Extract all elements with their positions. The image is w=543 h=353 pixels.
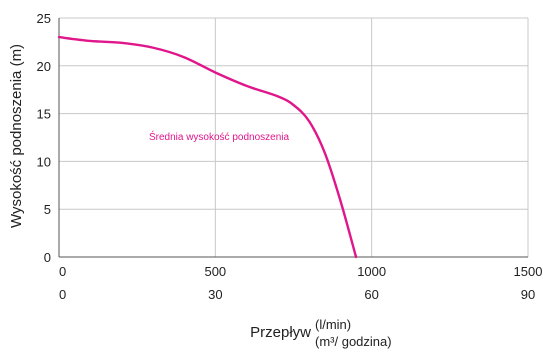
- x-tick-labels-lmin: 0 500 1000 1500: [59, 264, 542, 279]
- x-axis-label: Przepływ: [250, 324, 311, 341]
- x-tick-label-lmin: 1500: [514, 264, 543, 279]
- series: [57, 35, 358, 259]
- axes: [58, 18, 528, 258]
- y-tick-label: 15: [37, 107, 51, 122]
- x-axis-unit-m3h: (m³/ godzina): [315, 334, 392, 349]
- y-tick-labels: 0 5 10 15 20 25: [37, 11, 51, 265]
- x-tick-label-m3h: 90: [521, 287, 535, 302]
- grid: [59, 17, 529, 257]
- series-line-head: [57, 35, 358, 259]
- y-tick-label: 25: [37, 11, 51, 26]
- x-tick-label-lmin: 0: [59, 264, 66, 279]
- y-axis-label: Wysokość podnoszenia (m): [8, 44, 25, 228]
- x-tick-label-m3h: 0: [59, 287, 66, 302]
- y-tick-label: 20: [37, 59, 51, 74]
- x-tick-label-lmin: 500: [204, 264, 226, 279]
- x-axis-unit-lmin: (l/min): [315, 317, 351, 332]
- series-annotation: Średnia wysokość podnoszenia: [149, 130, 290, 143]
- x-tick-label-lmin: 1000: [357, 264, 386, 279]
- x-tick-labels-m3h: 0 30 60 90: [59, 287, 535, 302]
- y-tick-label: 0: [44, 250, 51, 265]
- y-tick-label: 10: [37, 154, 51, 169]
- y-tick-label: 5: [44, 202, 51, 217]
- x-tick-label-m3h: 60: [364, 287, 378, 302]
- x-tick-label-m3h: 30: [208, 287, 222, 302]
